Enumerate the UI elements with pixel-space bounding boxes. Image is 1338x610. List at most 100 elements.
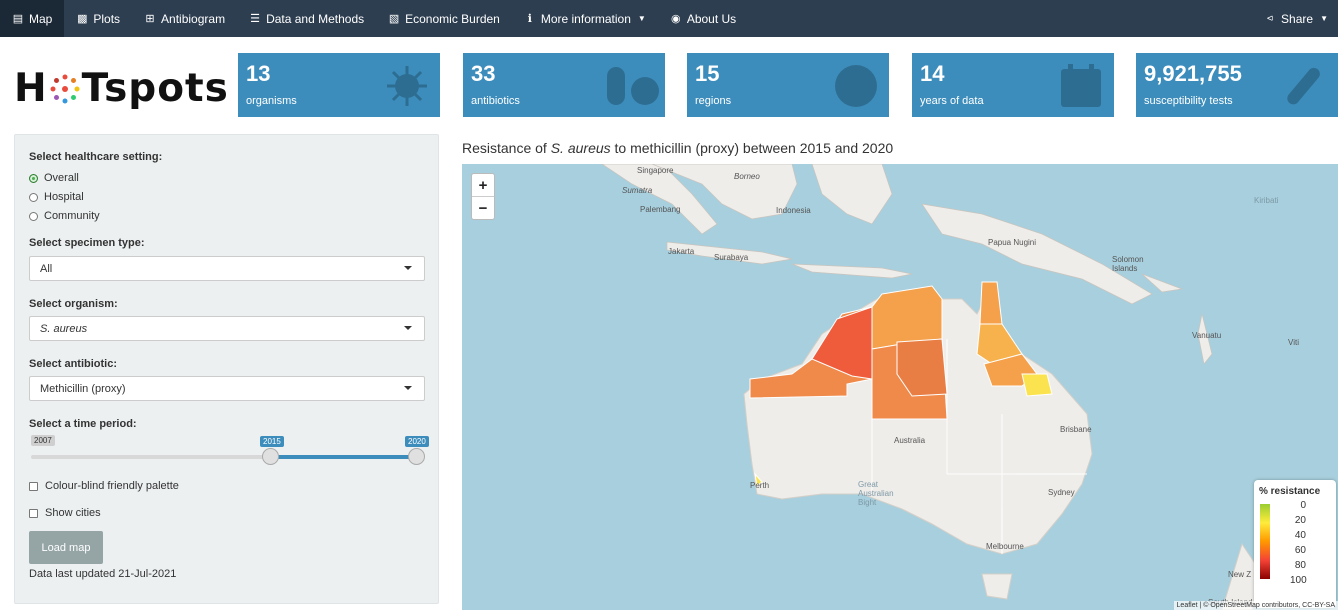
stat-antibiotics: 33 antibiotics xyxy=(463,53,665,117)
radio-hospital[interactable]: Hospital xyxy=(29,191,84,203)
colourblind-checkbox[interactable] xyxy=(29,481,38,491)
chevron-down-icon xyxy=(404,266,412,270)
map-title-pre: Resistance of xyxy=(462,140,551,156)
label-sydney: Sydney xyxy=(1048,488,1075,497)
resistance-map[interactable]: + − Singapore Borneo Sumatra Palembang I… xyxy=(462,164,1338,610)
label-perth: Perth xyxy=(750,481,770,490)
label-kiribati: Kiribati xyxy=(1254,196,1279,205)
virus-icon xyxy=(387,66,427,106)
nav-about-us-label: About Us xyxy=(686,11,737,26)
stat-label: susceptibility tests xyxy=(1144,95,1233,107)
nav-data-methods-label: Data and Methods xyxy=(266,11,365,26)
colourblind-checkbox-row[interactable]: Colour-blind friendly palette xyxy=(29,480,179,492)
user-circle-icon: ◉ xyxy=(671,13,681,25)
label-australia: Australia xyxy=(894,436,926,445)
label-melbourne: Melbourne xyxy=(986,542,1024,551)
label-png: Papua Nugini xyxy=(988,238,1037,247)
nav-more-information[interactable]: ℹ More information ▼ xyxy=(512,0,658,37)
pills-icon xyxy=(607,67,659,105)
time-slider-range xyxy=(271,455,417,459)
stat-value: 9,921,755 xyxy=(1144,61,1242,86)
map-title: Resistance of S. aureus to methicillin (… xyxy=(462,140,893,156)
stat-label: organisms xyxy=(246,95,297,107)
healthcare-setting-label: Select healthcare setting: xyxy=(29,151,163,163)
stat-value: 33 xyxy=(471,61,496,86)
label-sumatra: Sumatra xyxy=(622,186,653,195)
legend-color-bar xyxy=(1260,504,1270,579)
organism-label: Select organism: xyxy=(29,298,118,310)
stat-years: 14 years of data xyxy=(912,53,1114,117)
nav-map[interactable]: ▤ Map xyxy=(0,0,65,37)
hotspots-logo: H Tspots xyxy=(14,66,229,111)
radio-button[interactable] xyxy=(29,192,38,202)
slider-from-label: 2015 xyxy=(260,436,284,447)
show-cities-checkbox-row[interactable]: Show cities xyxy=(29,507,101,519)
select-value: S. aureus xyxy=(40,322,88,335)
stat-organisms: 13 organisms xyxy=(238,53,440,117)
label-surabaya: Surabaya xyxy=(714,253,749,262)
nav-antibiogram[interactable]: ⊞ Antibiogram xyxy=(132,0,237,37)
label-viti: Viti xyxy=(1288,338,1299,347)
data-updated-text: Data last updated 21-Jul-2021 xyxy=(29,568,177,580)
map-attribution[interactable]: Leaflet | © OpenStreetMap contributors, … xyxy=(1173,601,1338,610)
time-slider-track[interactable] xyxy=(31,455,417,459)
legend-tick: 80 xyxy=(1294,560,1306,571)
slider-handle-from[interactable] xyxy=(262,448,279,465)
specimen-type-label: Select specimen type: xyxy=(29,237,145,249)
nav-share[interactable]: ⪦ Share ▼ xyxy=(1252,0,1338,37)
legend-tick: 60 xyxy=(1294,545,1306,556)
logo-letter-h: H xyxy=(14,66,48,111)
radio-overall[interactable]: Overall xyxy=(29,172,79,184)
legend-tick: 20 xyxy=(1294,515,1306,526)
region-qld-east xyxy=(1021,373,1053,397)
nav-economic-burden[interactable]: ▧ Economic Burden xyxy=(376,0,512,37)
nav-plots[interactable]: ▩ Plots xyxy=(64,0,132,37)
legend-tick: 40 xyxy=(1294,530,1306,541)
label-bight: Great Australian Bight xyxy=(858,480,894,507)
nav-about-us[interactable]: ◉ About Us xyxy=(658,0,748,37)
radio-label: Overall xyxy=(44,172,79,184)
legend-title: % resistance xyxy=(1259,486,1321,497)
stat-label: antibiotics xyxy=(471,95,520,107)
radio-label: Hospital xyxy=(44,191,84,203)
checkbox-label: Colour-blind friendly palette xyxy=(45,480,179,492)
radio-community[interactable]: Community xyxy=(29,210,100,222)
radio-button[interactable] xyxy=(29,211,38,221)
zoom-out-button[interactable]: − xyxy=(478,199,488,217)
show-cities-checkbox[interactable] xyxy=(29,508,38,518)
resistance-legend: % resistance 0 20 40 60 80 100 xyxy=(1254,480,1336,608)
calendar-icon xyxy=(1061,64,1101,107)
legend-tick: 100 xyxy=(1290,575,1307,586)
checkbox-label: Show cities xyxy=(45,507,101,519)
radio-label: Community xyxy=(44,210,100,222)
land-nusa-tenggara xyxy=(791,263,913,279)
nav-plots-label: Plots xyxy=(93,11,121,26)
antibiotic-select[interactable]: Methicillin (proxy) xyxy=(29,376,425,401)
stat-value: 15 xyxy=(695,61,720,86)
top-navbar: ▤ Map ▩ Plots ⊞ Antibiogram ☰ Data and M… xyxy=(0,0,1338,37)
nav-more-information-label: More information xyxy=(540,11,631,26)
label-borneo: Borneo xyxy=(734,172,760,181)
load-map-button[interactable]: Load map xyxy=(29,531,103,564)
organism-select[interactable]: S. aureus xyxy=(29,316,425,341)
label-new-zealand: New Z xyxy=(1228,570,1252,579)
share-icon: ⪦ xyxy=(1266,12,1274,24)
stat-label: years of data xyxy=(920,95,984,107)
slider-handle-to[interactable] xyxy=(408,448,425,465)
zoom-in-button[interactable]: + xyxy=(478,176,488,194)
controls-panel: Select healthcare setting: Overall Hospi… xyxy=(14,134,439,604)
radio-button[interactable] xyxy=(29,173,38,183)
region-perth xyxy=(754,472,763,487)
slider-min-label: 2007 xyxy=(31,435,55,446)
specimen-type-select[interactable]: All xyxy=(29,256,425,281)
nav-data-methods[interactable]: ☰ Data and Methods xyxy=(237,0,376,37)
caret-down-icon: ▼ xyxy=(1320,14,1328,23)
nav-map-label: Map xyxy=(29,11,53,26)
stat-value: 14 xyxy=(920,61,945,86)
label-palembang: Palembang xyxy=(640,205,681,214)
logo-o-icon xyxy=(50,74,80,103)
map-title-post: to methicillin (proxy) between 2015 and … xyxy=(610,140,894,156)
chart-icon: ▩ xyxy=(77,13,88,25)
calculator-icon: ▧ xyxy=(388,13,400,25)
test-tube-icon xyxy=(1287,67,1320,105)
